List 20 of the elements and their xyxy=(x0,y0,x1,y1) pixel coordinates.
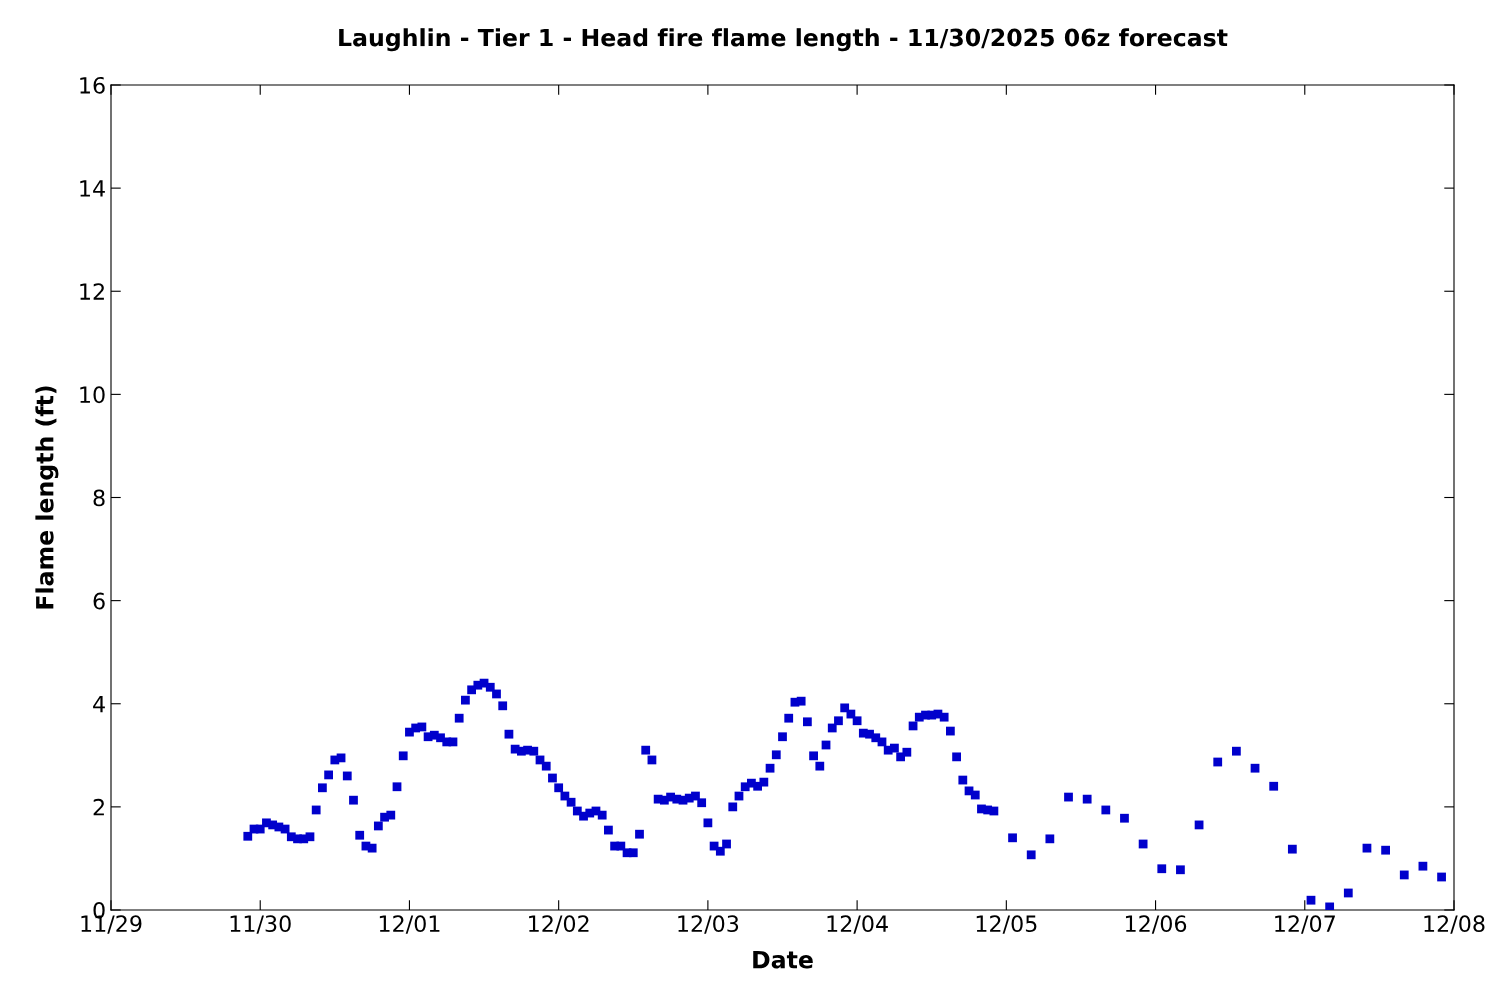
x-tick-label: 12/04 xyxy=(827,915,888,934)
x-tick-label: 12/06 xyxy=(1125,915,1187,934)
y-tick-label: 8 xyxy=(93,489,105,507)
y-tick-label: 4 xyxy=(93,695,105,713)
y-tick-label: 2 xyxy=(93,798,104,816)
y-tick-label: 10 xyxy=(80,386,105,404)
x-tick-label: 12/02 xyxy=(529,915,589,934)
y-tick-label: 12 xyxy=(80,283,104,300)
x-tick-label: 12/03 xyxy=(678,915,739,934)
y-tick-label: 16 xyxy=(80,76,105,94)
x-tick-label: 12/07 xyxy=(1275,915,1335,934)
y-tick-label: 14 xyxy=(80,180,105,197)
x-axis-title: Date xyxy=(753,950,813,969)
chart-title: Laughlin - Tier 1 - Head fire flame length - 11/30/2025 06z forecast xyxy=(339,28,1228,52)
y-tick-label: 6 xyxy=(93,592,105,610)
x-tick-label: 12/05 xyxy=(976,915,1037,934)
x-tick-label: 12/08 xyxy=(1424,915,1485,934)
x-tick-label: 11/30 xyxy=(230,915,291,934)
y-axis-title: Flame length (ft) xyxy=(35,386,59,609)
x-tick-label: 12/01 xyxy=(379,915,440,934)
